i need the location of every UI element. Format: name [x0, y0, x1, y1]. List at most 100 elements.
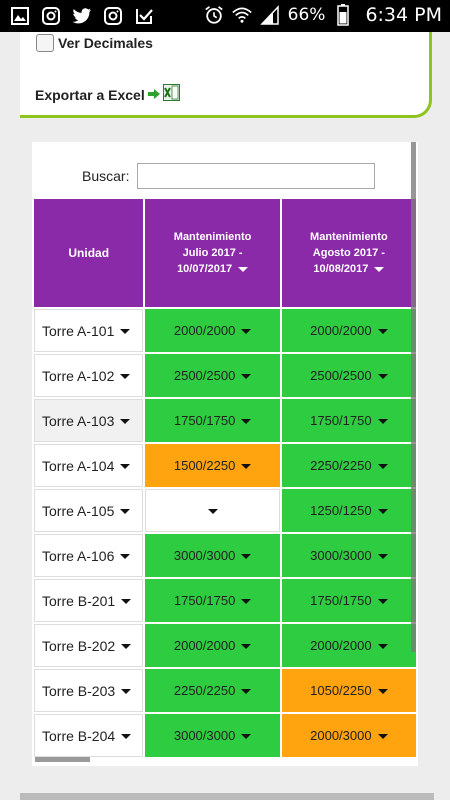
vertical-scrollbar[interactable] — [411, 142, 416, 652]
caret-down-icon[interactable] — [377, 464, 388, 470]
unit-cell[interactable]: Torre A-102 — [34, 354, 144, 397]
payment-cell[interactable]: 1750/1750 — [145, 579, 280, 622]
decimals-option[interactable]: Ver Decimales — [36, 34, 153, 52]
unit-label: Torre A-106 — [42, 547, 115, 564]
payment-cell[interactable]: 2250/2250 — [145, 669, 280, 712]
instagram-icon — [41, 6, 61, 26]
payment-cell[interactable]: 1250/1250 — [281, 489, 416, 532]
wifi-icon — [231, 5, 252, 25]
caret-down-icon[interactable] — [241, 599, 252, 605]
payment-cell[interactable]: 1500/2250 — [145, 444, 280, 487]
search-input[interactable] — [137, 163, 375, 189]
battery-icon — [333, 4, 353, 26]
options-panel: Ver Decimales Exportar a Excel — [20, 32, 432, 118]
payment-cell[interactable]: 2250/2250 — [281, 444, 416, 487]
payment-cell[interactable]: 3000/3000 — [145, 534, 280, 577]
payment-cell[interactable]: 2500/2500 — [281, 354, 416, 397]
clock: 6:34 PM — [365, 4, 442, 26]
column-header-unidad[interactable]: Unidad — [34, 199, 144, 307]
caret-down-icon[interactable] — [241, 734, 252, 740]
caret-down-icon[interactable] — [120, 374, 131, 380]
horizontal-scrollbar[interactable] — [35, 757, 90, 762]
unit-label: Torre B-204 — [42, 727, 116, 744]
column-header-agosto[interactable]: Mantenimiento Agosto 2017 - 10/08/2017 — [281, 199, 416, 307]
table-row: Torre A-106 3000/3000 3000/3000 — [34, 534, 416, 577]
caret-down-icon[interactable] — [120, 554, 131, 560]
unit-cell[interactable]: Torre B-201 — [34, 579, 144, 622]
column-header-julio[interactable]: Mantenimiento Julio 2017 - 10/07/2017 — [145, 199, 280, 307]
caret-down-icon[interactable] — [120, 464, 131, 470]
payment-value: 2250/2250 — [310, 458, 372, 473]
caret-down-icon[interactable] — [121, 644, 132, 650]
caret-down-icon[interactable] — [377, 374, 388, 380]
payment-cell[interactable]: 3000/3000 — [281, 534, 416, 577]
caret-down-icon[interactable] — [241, 329, 252, 335]
unit-cell[interactable]: Torre B-204 — [34, 714, 144, 757]
payment-value: 3000/3000 — [173, 548, 236, 563]
export-excel-link[interactable]: Exportar a Excel — [35, 84, 180, 106]
payment-value: 2000/2000 — [173, 323, 236, 338]
payment-cell[interactable]: 2000/2000 — [145, 309, 280, 352]
unit-label: Torre B-202 — [42, 637, 116, 654]
caret-down-icon[interactable] — [377, 419, 388, 425]
caret-down-icon[interactable] — [120, 419, 131, 425]
unit-cell[interactable]: Torre A-101 — [34, 309, 144, 352]
caret-down-icon[interactable] — [377, 509, 388, 515]
unit-cell[interactable]: Torre B-203 — [34, 669, 144, 712]
unit-cell[interactable]: Torre B-202 — [34, 624, 144, 667]
decimals-checkbox[interactable] — [36, 34, 54, 52]
alarm-icon — [204, 5, 224, 25]
payment-cell[interactable]: 1750/1750 — [145, 399, 280, 442]
payment-cell[interactable]: 1050/2250 — [281, 669, 416, 712]
signal-icon — [259, 5, 280, 25]
payment-cell[interactable]: 1750/1750 — [281, 399, 416, 442]
caret-down-icon[interactable] — [121, 599, 132, 605]
payment-cell[interactable]: 2000/2000 — [281, 624, 416, 667]
payment-value: 1250/1250 — [310, 503, 372, 518]
payment-cell[interactable]: 3000/3000 — [145, 714, 280, 757]
decimals-label: Ver Decimales — [58, 35, 153, 51]
arrow-right-icon — [147, 86, 160, 104]
caret-down-icon[interactable] — [241, 689, 252, 695]
payment-cell[interactable]: 2000/2000 — [145, 624, 280, 667]
excel-icon[interactable] — [162, 84, 180, 106]
caret-down-icon[interactable] — [241, 554, 252, 560]
caret-down-icon[interactable] — [241, 644, 252, 650]
caret-down-icon[interactable] — [377, 554, 388, 560]
unit-cell[interactable]: Torre A-106 — [34, 534, 144, 577]
bottom-divider — [20, 793, 434, 800]
table-row: Torre B-204 3000/3000 2000/3000 — [34, 714, 416, 757]
caret-down-icon[interactable] — [241, 374, 252, 380]
caret-down-icon[interactable] — [377, 599, 388, 605]
caret-down-icon[interactable] — [241, 464, 252, 470]
unit-label: Torre A-102 — [42, 367, 115, 384]
caret-down-icon[interactable] — [120, 509, 131, 515]
caret-down-icon[interactable] — [377, 734, 388, 740]
caret-down-icon[interactable] — [238, 266, 249, 272]
payment-cell[interactable]: 2000/3000 — [281, 714, 416, 757]
payment-cell[interactable]: 2000/2000 — [281, 309, 416, 352]
caret-down-icon[interactable] — [377, 329, 388, 335]
caret-down-icon[interactable] — [121, 689, 132, 695]
caret-down-icon[interactable] — [377, 689, 388, 695]
payment-value: 3000/3000 — [310, 548, 372, 563]
unit-cell[interactable]: Torre A-105 — [34, 489, 144, 532]
unit-cell[interactable]: Torre A-103 — [34, 399, 144, 442]
search-label: Buscar: — [82, 168, 130, 184]
caret-down-icon[interactable] — [120, 329, 131, 335]
caret-down-icon[interactable] — [377, 644, 388, 650]
unit-label: Torre A-105 — [42, 502, 115, 519]
caret-down-icon[interactable] — [374, 266, 385, 272]
table-row: Torre B-201 1750/1750 1750/1750 — [34, 579, 416, 622]
payment-value: 1050/2250 — [310, 683, 372, 698]
caret-down-icon[interactable] — [121, 734, 132, 740]
caret-down-icon[interactable] — [241, 419, 252, 425]
status-bar: 66% 6:34 PM — [0, 0, 450, 32]
unit-cell[interactable]: Torre A-104 — [34, 444, 144, 487]
battery-percent: 66% — [287, 5, 326, 25]
payment-cell[interactable]: 1750/1750 — [281, 579, 416, 622]
payment-cell[interactable]: 2500/2500 — [145, 354, 280, 397]
caret-down-icon[interactable] — [207, 509, 218, 515]
table-row: Torre B-203 2250/2250 1050/2250 — [34, 669, 416, 712]
payment-cell[interactable] — [145, 489, 280, 532]
